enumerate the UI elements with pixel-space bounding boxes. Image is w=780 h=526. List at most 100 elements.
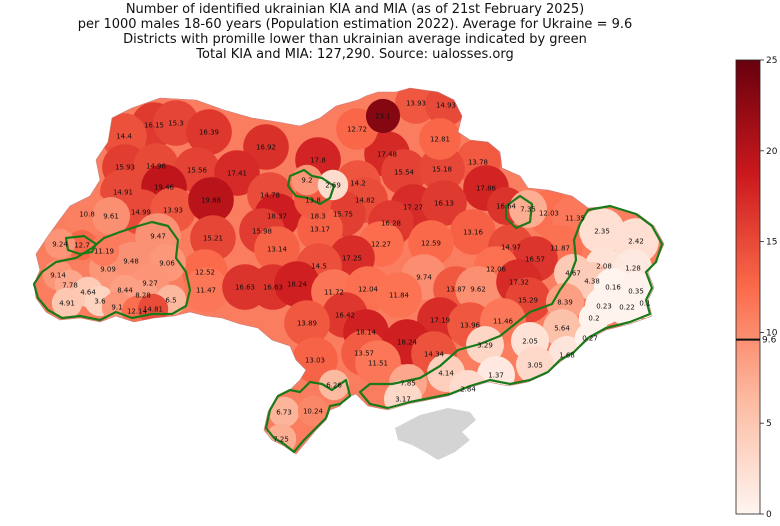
district-value-label: 17.19 bbox=[430, 317, 450, 325]
colorbar-tick-label: 0 bbox=[766, 510, 772, 520]
district-value-label: 18.24 bbox=[397, 339, 418, 347]
district-cell-d18 bbox=[381, 149, 427, 195]
district-value-label: 9.2 bbox=[301, 177, 312, 185]
district-value-label: 9.14 bbox=[50, 272, 66, 280]
district-value-label: 11.19 bbox=[94, 248, 114, 256]
district-value-label: 2.42 bbox=[628, 238, 644, 246]
district-value-label: 3.6 bbox=[94, 298, 106, 306]
district-value-label: 18.3 bbox=[310, 213, 326, 221]
district-cell-d35 bbox=[509, 190, 547, 228]
district-value-label: 5.64 bbox=[554, 325, 570, 333]
colorbar-gradient bbox=[735, 59, 761, 515]
country-outline bbox=[33, 87, 665, 455]
district-value-label: 2.69 bbox=[325, 182, 341, 190]
district-value-label: 16.64 bbox=[496, 203, 517, 211]
district-value-label: 2.35 bbox=[594, 228, 610, 236]
district-value-label: 16.39 bbox=[199, 129, 219, 137]
district-value-label: 15.29 bbox=[518, 297, 538, 305]
district-value-label: 14.2 bbox=[350, 180, 366, 188]
district-value-label: 15.56 bbox=[187, 167, 208, 175]
district-value-label: 1.68 bbox=[559, 352, 575, 360]
district-value-label: 17.86 bbox=[476, 185, 497, 193]
title-line-3: Districts with promille lower than ukrai… bbox=[123, 32, 587, 47]
colorbar-tick-label: 25 bbox=[766, 56, 777, 66]
green-outline-odesa bbox=[264, 378, 352, 454]
district-value-label: 12.14 bbox=[127, 308, 148, 316]
district-cell-d42 bbox=[421, 180, 467, 226]
district-value-label: 9.48 bbox=[123, 258, 139, 266]
district-value-label: 15.98 bbox=[252, 228, 272, 236]
district-value-label: 16.57 bbox=[525, 256, 545, 264]
district-value-label: 7.25 bbox=[273, 436, 289, 444]
crimea-no-data-region bbox=[395, 408, 476, 460]
district-value-label: 0.1 bbox=[639, 300, 650, 308]
district-value-label: 10.8 bbox=[79, 211, 95, 219]
district-value-label: 1.37 bbox=[488, 372, 504, 380]
district-value-label: 12.81 bbox=[430, 136, 450, 144]
district-value-label: 9.24 bbox=[52, 241, 68, 249]
green-outline-west bbox=[32, 220, 192, 322]
district-value-label: 13.93 bbox=[406, 100, 426, 108]
district-value-label: 14.82 bbox=[355, 197, 375, 205]
district-value-label: 9.27 bbox=[142, 280, 158, 288]
district-value-label: 11.72 bbox=[324, 289, 344, 297]
district-cell-d84 bbox=[376, 272, 422, 318]
district-value-label: 17.8 bbox=[310, 157, 326, 165]
district-value-label: 17.25 bbox=[342, 255, 362, 263]
title-line-2: per 1000 males 18-60 years (Population e… bbox=[77, 17, 633, 32]
district-value-label: 12.59 bbox=[421, 240, 441, 248]
district-value-label: 16.92 bbox=[256, 144, 276, 152]
district-value-label: 2.05 bbox=[522, 338, 538, 346]
district-cell-d31 bbox=[188, 177, 234, 223]
district-cell-d28 bbox=[92, 197, 130, 235]
district-value-label: 12.72 bbox=[347, 126, 367, 134]
district-value-label: 10.24 bbox=[303, 408, 324, 416]
district-value-label: 3.05 bbox=[527, 362, 543, 370]
district-value-label: 9.09 bbox=[100, 266, 116, 274]
colorbar-tick-label: 20 bbox=[766, 147, 778, 157]
district-value-label: 13.17 bbox=[310, 226, 330, 234]
district-value-label: 11.87 bbox=[550, 245, 570, 253]
district-value-label: 14.97 bbox=[501, 244, 521, 252]
colorbar-tick-label: 10 bbox=[766, 328, 778, 338]
district-value-label: 9.06 bbox=[159, 260, 175, 268]
district-value-label: 14.78 bbox=[260, 192, 280, 200]
district-value-label: 18.37 bbox=[267, 213, 287, 221]
district-value-label: 14.91 bbox=[113, 189, 133, 197]
district-value-label: 13.89 bbox=[297, 320, 317, 328]
district-value-label: 15.93 bbox=[115, 164, 135, 172]
district-value-label: 11.51 bbox=[368, 360, 388, 368]
district-value-label: 16.15 bbox=[144, 122, 164, 130]
colorbar-tick-label: 5 bbox=[766, 419, 772, 429]
green-outline-west-north bbox=[64, 234, 98, 256]
chart-title: Number of identified ukrainian KIA and M… bbox=[0, 2, 710, 62]
district-cell-d92 bbox=[51, 287, 83, 319]
district-cell-d126 bbox=[297, 395, 329, 427]
title-line-4: Total KIA and MIA: 127,290. Source: ualo… bbox=[196, 47, 514, 62]
district-value-label: 3.29 bbox=[477, 342, 493, 350]
district-value-label: 4.38 bbox=[584, 278, 600, 286]
district-value-label: 17.27 bbox=[403, 204, 423, 212]
district-value-label: 7.78 bbox=[62, 282, 78, 290]
district-value-label: 12.7 bbox=[74, 242, 90, 250]
green-outline-kharkiv-city bbox=[504, 194, 534, 230]
district-value-label: 2.08 bbox=[596, 263, 612, 271]
district-value-label: 11.84 bbox=[389, 292, 410, 300]
colorbar-average-label: 9.6 bbox=[762, 336, 777, 346]
district-cell-d9 bbox=[186, 109, 232, 155]
district-value-label: 14.93 bbox=[436, 102, 456, 110]
district-value-label: 9.74 bbox=[416, 274, 432, 282]
district-cell-d81 bbox=[274, 261, 320, 307]
district-value-label: 12.52 bbox=[195, 269, 215, 277]
district-value-label: 7.35 bbox=[520, 206, 536, 214]
district-value-label: 16.28 bbox=[381, 220, 401, 228]
district-value-label: 12.06 bbox=[486, 266, 507, 274]
district-value-label: 16.42 bbox=[335, 312, 355, 320]
district-value-label: 13.87 bbox=[446, 286, 466, 294]
district-value-label: 11.47 bbox=[196, 287, 216, 295]
district-value-label: 13.03 bbox=[305, 357, 325, 365]
district-value-label: 23.1 bbox=[375, 113, 391, 121]
colorbar: 9.6 0 5 10 15 20 25 bbox=[735, 56, 778, 520]
